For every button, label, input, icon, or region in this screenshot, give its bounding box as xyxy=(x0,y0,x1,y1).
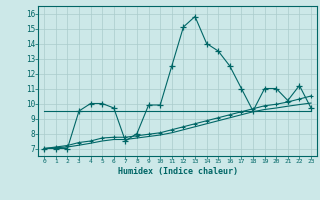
X-axis label: Humidex (Indice chaleur): Humidex (Indice chaleur) xyxy=(118,167,238,176)
